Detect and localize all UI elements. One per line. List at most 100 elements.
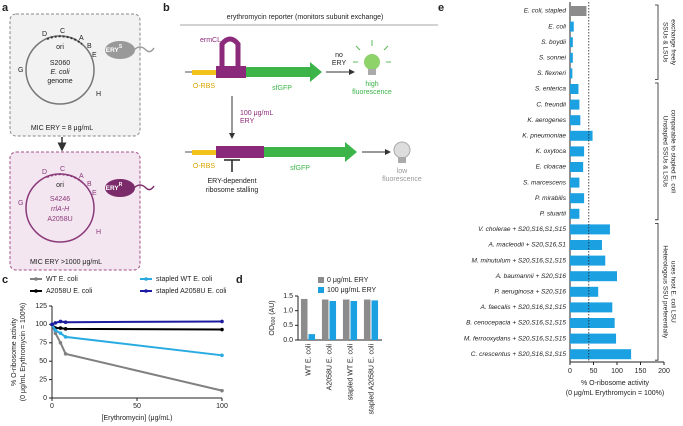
y-tick-label: 75	[39, 340, 47, 347]
category-label: S. marcescens	[523, 179, 567, 186]
data-point	[58, 341, 63, 345]
y-axis-label: (0 μg/mL Erythromycin = 100%)	[20, 303, 27, 402]
marker: A	[79, 173, 84, 180]
y-tick-label: 25	[39, 376, 47, 383]
ori: ori	[56, 44, 64, 51]
marker: E	[92, 52, 97, 59]
x-axis-label: [Erythromycin] (μg/mL)	[102, 415, 173, 422]
diagram-title: erythromycin reporter (monitors subunit …	[227, 14, 384, 21]
bar	[371, 300, 379, 340]
group-label: Heterologous SSU preferentially	[661, 245, 668, 339]
bar	[329, 300, 337, 340]
legend-label: 100 μg/mL ERY	[327, 287, 377, 294]
panel-label: e	[438, 2, 444, 14]
condition: no	[335, 52, 343, 59]
data-point	[220, 353, 224, 358]
y-axis-label: 600	[271, 317, 277, 326]
category-label: C. freundii	[536, 101, 566, 108]
data-point	[58, 319, 63, 324]
bar	[570, 115, 581, 126]
group-label: comparable to stapled E. coli	[669, 110, 676, 193]
bar	[570, 255, 606, 266]
data-point	[63, 327, 68, 331]
data-point	[50, 322, 54, 327]
group-label: uses host E. coli LSU	[669, 261, 676, 323]
strain-box: G D C A B E H ori S4246 rrlA-H A2058U MI…	[9, 151, 155, 271]
data-point	[63, 320, 68, 324]
category-label: A. faecalis + S20,S16,S1,S15	[480, 304, 567, 311]
y-tick-label: 1.5	[283, 293, 293, 300]
cell-sup: S	[119, 44, 123, 50]
category-label: M. minutulum + S20,S16,S1,S15	[472, 257, 567, 264]
category-label: P. stuartii	[540, 211, 567, 218]
marker: G	[18, 67, 23, 74]
bar	[570, 271, 617, 282]
mic: MIC ERY = 8 μg/mL	[31, 125, 93, 132]
category-label: S. flexneri	[537, 70, 566, 77]
series-line	[51, 320, 223, 326]
strain: A2058U	[47, 216, 72, 223]
condition: ERY	[240, 118, 255, 125]
panel-label: a	[2, 2, 9, 14]
strain: S4246	[50, 196, 70, 203]
y-axis-label: OD600 (AU)	[269, 300, 277, 335]
ori: ori	[56, 182, 64, 189]
x-tick-label: 200	[658, 368, 670, 375]
marker: H	[96, 229, 101, 236]
category-label: P. mirabilis	[535, 195, 567, 202]
outcome: fluorescence	[352, 89, 392, 96]
category-label: E. coli, stapled	[524, 8, 567, 15]
group-label: SSUs & LSUs	[661, 22, 668, 63]
marker: H	[96, 91, 101, 98]
x-tick-label: 150	[635, 368, 647, 375]
y-tick-label: 0	[43, 395, 47, 402]
strain: S2060	[50, 60, 70, 67]
marker: B	[87, 181, 92, 188]
marker: A	[79, 35, 84, 42]
data-point	[53, 328, 58, 333]
y-axis-label: % O-ribosome activity	[11, 317, 18, 386]
marker: D	[42, 169, 47, 176]
group-label: exchange freely	[669, 19, 676, 66]
x-tick-label: A2058U E. coli	[326, 344, 333, 391]
bar	[570, 84, 579, 94]
marker: G	[18, 200, 23, 207]
y-tick-label: 100	[35, 321, 47, 328]
x-tick-label: 100	[216, 403, 228, 410]
category-label: M. ferrooxydans + S20,S16,S1,S15	[464, 335, 566, 342]
marker: E	[92, 190, 97, 197]
category-label: V. cholerae + S20,S16,S1,S15	[478, 226, 566, 233]
bar	[570, 21, 574, 32]
x-axis-label: (0 μg/mL Erythromycin = 100%)	[566, 390, 665, 397]
category-label: A. baumannii + S20,S16	[495, 273, 567, 280]
legend-swatch	[318, 277, 324, 283]
bar	[321, 299, 329, 340]
bar	[570, 130, 593, 141]
legend-swatch	[34, 277, 38, 281]
category-label: A. macleodii + S20,S16,S1	[487, 242, 566, 249]
outcome: high	[365, 81, 378, 88]
panel-label: c	[2, 274, 8, 286]
bar	[308, 334, 316, 340]
outcome: fluorescence	[382, 176, 422, 183]
category-label: K. aerogenes	[527, 117, 566, 124]
bar	[570, 99, 580, 110]
outcome: low	[397, 168, 408, 175]
bar	[570, 302, 613, 313]
category-label: C. crescentus + S20,S16,S1,S15	[471, 351, 567, 358]
y-tick-label: 50	[39, 358, 47, 365]
marker: B	[87, 43, 92, 50]
condition: ERY	[332, 60, 347, 67]
bar	[570, 177, 580, 188]
y-tick-label: 125	[35, 303, 47, 310]
y-axis-label: (AU)	[269, 300, 276, 314]
data-point	[53, 331, 58, 336]
data-point	[220, 327, 224, 332]
x-tick-label: 100	[611, 368, 623, 375]
series-line	[51, 324, 223, 392]
gene-label: ermCL	[200, 37, 221, 44]
bar	[342, 299, 350, 340]
y-tick-label: 1.0	[283, 308, 293, 315]
bar	[350, 300, 358, 340]
data-point	[58, 326, 63, 330]
